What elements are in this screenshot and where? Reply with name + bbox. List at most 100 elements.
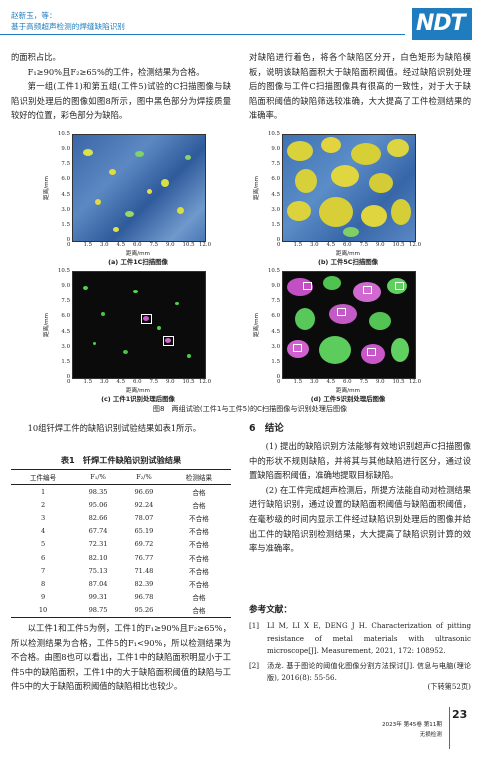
y-tick-label: 10.5 bbox=[267, 268, 280, 274]
panel-caption: (a) 工件1C扫描图像 bbox=[108, 258, 168, 266]
table-cell: 3 bbox=[40, 513, 46, 522]
table-cell: 不合格 bbox=[189, 514, 209, 523]
table-cell: 合格 bbox=[192, 501, 206, 510]
table-row: 6 82.10 76.77 不合格 bbox=[11, 551, 231, 564]
table-row: 10 98.75 95.26 合格 bbox=[11, 603, 231, 618]
y-tick-label: 10.5 bbox=[57, 268, 70, 274]
y-tick-label: 9.0 bbox=[271, 146, 280, 153]
y-tick-label: 9.0 bbox=[61, 283, 70, 290]
table-cell: 7 bbox=[40, 566, 46, 575]
running-header-title: 基于高频超声检测的焊缝缺陷识别 bbox=[11, 22, 125, 31]
table-cell: 合格 bbox=[166, 603, 231, 618]
x-tick-label: 7.5 bbox=[359, 242, 369, 248]
y-tick-label: 0 bbox=[66, 237, 70, 243]
table-header: F₂/% bbox=[120, 469, 167, 485]
paragraph: (2) 在工件完成超声检测后，所提方法能自动对检测结果进行缺陷识别，通过设置的缺… bbox=[249, 484, 471, 554]
table-cell: 99.31 bbox=[88, 593, 108, 602]
paragraph: 第一组(工件1)和第五组(工件5)试验的C扫描图像与缺陷识别处理后的图像如图8所… bbox=[11, 81, 231, 121]
panel-b-cscan bbox=[282, 134, 416, 242]
x-tick-label: 12.0 bbox=[409, 379, 422, 385]
paragraph: 对缺陷进行着色，将各个缺陷区分开，白色矩形为缺陷模板，说明该缺陷面积大于缺陷面积… bbox=[249, 52, 471, 121]
table-row: 1 98.35 96.69 合格 bbox=[11, 485, 231, 499]
table-cell: 96.69 bbox=[134, 487, 154, 496]
paragraph: 以工件1和工件5为例，工件1的F₁≥90%且F₂≥65%，所以检测结果为合格，工… bbox=[11, 623, 231, 692]
y-tick-label: 0 bbox=[276, 374, 280, 380]
x-tick-label: 12.0 bbox=[199, 379, 212, 385]
panel-c-processed bbox=[72, 271, 206, 379]
left-mid-text: 10组钎焊工件的缺陷识别试验结果如表1所示。 bbox=[11, 421, 231, 436]
table-cell: 67.74 bbox=[88, 527, 108, 536]
x-tick-label: 9.0 bbox=[166, 379, 175, 385]
paragraph: (1) 提出的缺陷识别方法能够有效地识别超声C扫描图像中的形状不规则缺陷，并将其… bbox=[249, 441, 471, 481]
table-row: 4 67.74 65.19 不合格 bbox=[11, 525, 231, 538]
results-table: 工件编号 F₁/% F₂/% 检测结果 1 98.35 96.69 合格 2 95.06 9… bbox=[11, 469, 231, 618]
table-cell: 78.07 bbox=[134, 513, 154, 522]
x-tick-label: 12.0 bbox=[199, 242, 212, 248]
x-tick-label: 10.5 bbox=[182, 242, 195, 248]
table-row: 9 99.31 96.78 合格 bbox=[11, 591, 231, 604]
x-tick-label: 9.0 bbox=[376, 379, 385, 385]
x-axis-label: 距离/mm bbox=[336, 251, 360, 257]
y-tick-label: 4.5 bbox=[271, 191, 280, 198]
table-cell: 9 bbox=[40, 593, 46, 602]
table-cell: 4 bbox=[40, 527, 46, 536]
y-tick-label: 1.5 bbox=[61, 358, 70, 365]
y-tick-label: 0 bbox=[276, 237, 280, 243]
table-cell: 5 bbox=[40, 540, 46, 549]
paragraph: 的面积占比。 bbox=[11, 52, 61, 62]
x-tick-label: 7.5 bbox=[359, 379, 369, 385]
table-cell: 不合格 bbox=[189, 528, 209, 537]
journal-name: 无损检测 bbox=[419, 732, 442, 738]
continued-note: (下转第52页) bbox=[427, 682, 471, 691]
y-tick-label: 1.5 bbox=[271, 221, 280, 228]
y-tick-label: 6.0 bbox=[61, 176, 70, 183]
y-tick-label: 3.0 bbox=[271, 206, 280, 213]
running-header-authors: 赵新玉，等： bbox=[11, 11, 57, 20]
x-tick-label: 7.5 bbox=[149, 379, 159, 385]
y-axis-label: 距离/mm bbox=[253, 313, 260, 337]
x-tick-label: 4.5 bbox=[116, 242, 126, 248]
x-tick-label: 4.5 bbox=[326, 242, 336, 248]
y-tick-label: 4.5 bbox=[61, 191, 70, 198]
panel-d-processed bbox=[282, 271, 416, 379]
x-tick-label: 9.0 bbox=[376, 242, 385, 248]
reference-item: [1] LI M, LI X E, DENG J H. Characteriza… bbox=[249, 621, 471, 656]
x-tick-label: 12.0 bbox=[409, 242, 422, 248]
y-axis-label: 距离/mm bbox=[43, 176, 50, 200]
x-tick-label: 4.5 bbox=[326, 379, 336, 385]
y-axis-label: 距离/mm bbox=[253, 176, 260, 200]
x-tick-label: 0 bbox=[277, 379, 281, 385]
x-tick-label: 3.0 bbox=[310, 242, 319, 248]
y-tick-label: 6.0 bbox=[61, 313, 70, 320]
table-cell: 8 bbox=[40, 579, 46, 588]
y-tick-label: 7.5 bbox=[61, 161, 70, 168]
table-cell: 合格 bbox=[192, 488, 206, 497]
x-tick-label: 10.5 bbox=[182, 379, 195, 385]
table-row: 8 87.04 82.39 不合格 bbox=[11, 577, 231, 590]
table-cell: 76.77 bbox=[134, 553, 154, 562]
table-header: F₁/% bbox=[75, 469, 121, 485]
table-cell: 87.04 bbox=[88, 579, 108, 588]
y-tick-label: 7.5 bbox=[61, 298, 70, 305]
table-cell: 71.48 bbox=[134, 566, 154, 575]
table-header: 工件编号 bbox=[11, 469, 76, 485]
table-cell: 1 bbox=[40, 487, 46, 496]
figure-8: 10.5 9.0 7.5 6.0 4.5 3.0 1.5 0 0 1.5 3.0 4.5 6.0 7.5 9… bbox=[40, 124, 460, 403]
y-tick-label: 4.5 bbox=[271, 328, 280, 335]
y-tick-label: 7.5 bbox=[271, 161, 280, 168]
y-tick-label: 7.5 bbox=[271, 298, 280, 305]
table-header: 检测结果 bbox=[166, 469, 231, 485]
table-cell: 95.06 bbox=[88, 500, 108, 509]
y-tick-label: 0 bbox=[66, 374, 70, 380]
table-cell: 65.19 bbox=[134, 527, 154, 536]
table-cell: 92.24 bbox=[134, 500, 154, 509]
table-cell: 不合格 bbox=[189, 580, 209, 589]
x-tick-label: 3.0 bbox=[100, 379, 109, 385]
table-row: 2 95.06 92.24 合格 bbox=[11, 498, 231, 511]
left-top-text: 的面积占比。 F₁≥90%且F₂≥65%的工件，检测结果为合格。 第一组(工件1… bbox=[11, 50, 231, 123]
reference-item: [2] 汤龙. 基于图论的阈值化图像分割方法探讨[J]. 信息与电脑(理论版),… bbox=[249, 660, 471, 683]
x-tick-label: 6.0 bbox=[133, 242, 142, 248]
y-tick-label: 3.0 bbox=[61, 343, 70, 350]
x-tick-label: 0 bbox=[67, 379, 71, 385]
table-cell: 72.31 bbox=[88, 540, 108, 549]
